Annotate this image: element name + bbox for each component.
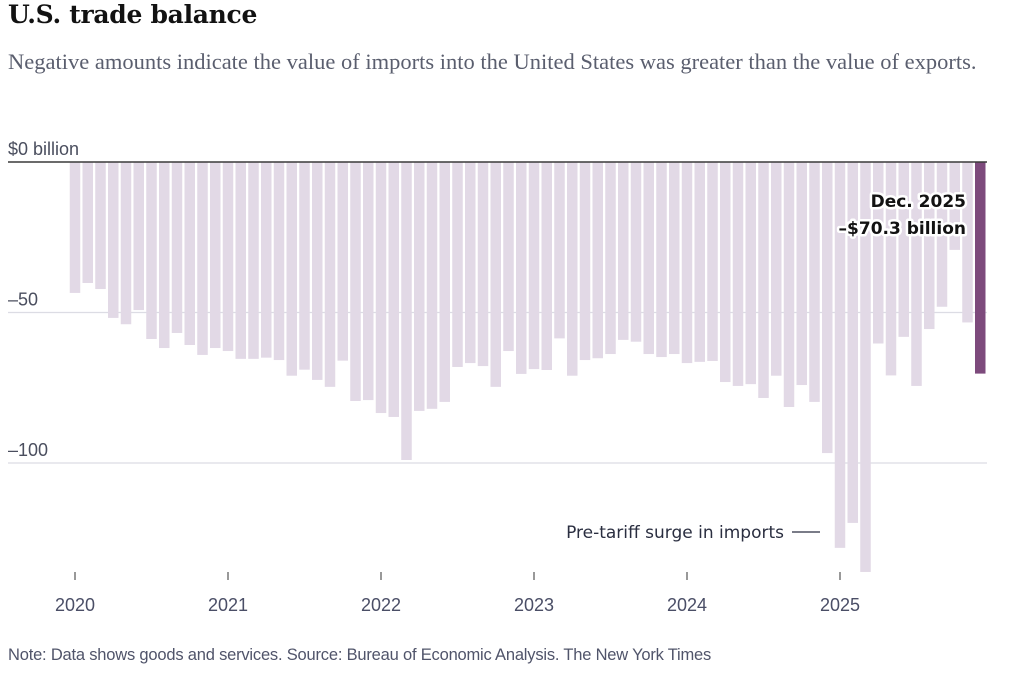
bar [745, 162, 756, 385]
bar [401, 162, 412, 460]
bar [822, 162, 833, 454]
bar [949, 162, 960, 250]
bar [235, 162, 246, 359]
bar [656, 162, 667, 358]
bar [720, 162, 731, 383]
trade-balance-chart: $0 billion –50 –100 2020 2021 2022 2023 2024 202… [8, 139, 987, 615]
bars-layer [69, 162, 986, 572]
bar [758, 162, 769, 398]
bar [82, 162, 93, 283]
bar [898, 162, 909, 337]
bar [261, 162, 272, 358]
bar [809, 162, 820, 402]
bar [375, 162, 387, 414]
y-tick-label: –100 [8, 440, 48, 460]
bar [618, 162, 629, 340]
bar [847, 162, 858, 523]
bar [962, 162, 973, 323]
bar [337, 162, 348, 361]
bar [439, 162, 450, 402]
bar [108, 162, 119, 318]
bar [528, 162, 540, 370]
y-tick-label: –50 [8, 290, 38, 310]
bar [579, 162, 591, 361]
bar [69, 162, 81, 293]
bar [350, 162, 361, 401]
bar [694, 162, 705, 362]
bar [732, 162, 744, 386]
bar [554, 162, 565, 339]
bar [567, 162, 578, 376]
x-tick-label: 2020 [55, 595, 95, 615]
bar [426, 162, 438, 409]
source-note: Note: Data shows goods and services. Sou… [8, 646, 712, 664]
x-tick-label: 2025 [820, 595, 860, 615]
bar [312, 162, 323, 380]
bar [796, 162, 807, 386]
bar [273, 162, 285, 361]
chart-title: U.S. trade balance [8, 0, 258, 29]
bar [936, 162, 948, 307]
bar [541, 162, 552, 370]
surge-annotation: Pre-tariff surge in imports [566, 523, 784, 543]
bar [834, 162, 846, 548]
annotation-date: Dec. 2025 [871, 192, 966, 212]
bar [669, 162, 680, 355]
bar [643, 162, 654, 355]
bar [210, 162, 221, 349]
x-tick-label: 2024 [667, 595, 707, 615]
bar [452, 162, 463, 367]
bar [222, 162, 234, 352]
bar [681, 162, 693, 364]
bar [911, 162, 922, 386]
y-tick-label: $0 billion [8, 139, 79, 159]
bar [159, 162, 170, 349]
bar [299, 162, 310, 370]
bar [95, 162, 106, 290]
bar [783, 162, 795, 408]
bar [414, 162, 425, 411]
bar [197, 162, 208, 355]
bar [630, 162, 642, 342]
bar [860, 162, 871, 572]
bar [605, 162, 616, 355]
x-tick-label: 2022 [361, 595, 401, 615]
bar [465, 162, 476, 364]
bar [324, 162, 336, 387]
bar [286, 162, 297, 376]
annotation-halo: Dec. 2025 [871, 192, 966, 212]
bar [707, 162, 718, 361]
bar [363, 162, 374, 401]
bar [873, 162, 884, 344]
bar [133, 162, 144, 311]
chart-subtitle: Negative amounts indicate the value of i… [8, 49, 977, 74]
axis-layer: $0 billion –50 –100 2020 2021 2022 2023 2024 202… [8, 139, 987, 615]
bar [248, 162, 259, 359]
bar [885, 162, 897, 376]
bar [516, 162, 527, 374]
bar [120, 162, 132, 325]
bar [388, 162, 399, 417]
highlight-bar [975, 162, 986, 374]
bar [477, 162, 489, 367]
annotation-halo: –$70.3 billion [839, 219, 966, 239]
bar [771, 162, 782, 376]
bar [924, 162, 935, 330]
x-tick-label: 2023 [514, 595, 554, 615]
bar [171, 162, 183, 333]
x-tick-label: 2021 [208, 595, 248, 615]
annotation-value: –$70.3 billion [839, 219, 966, 239]
bar [146, 162, 157, 339]
bar [490, 162, 501, 387]
bar [503, 162, 514, 352]
bar [184, 162, 195, 346]
bar [592, 162, 603, 359]
